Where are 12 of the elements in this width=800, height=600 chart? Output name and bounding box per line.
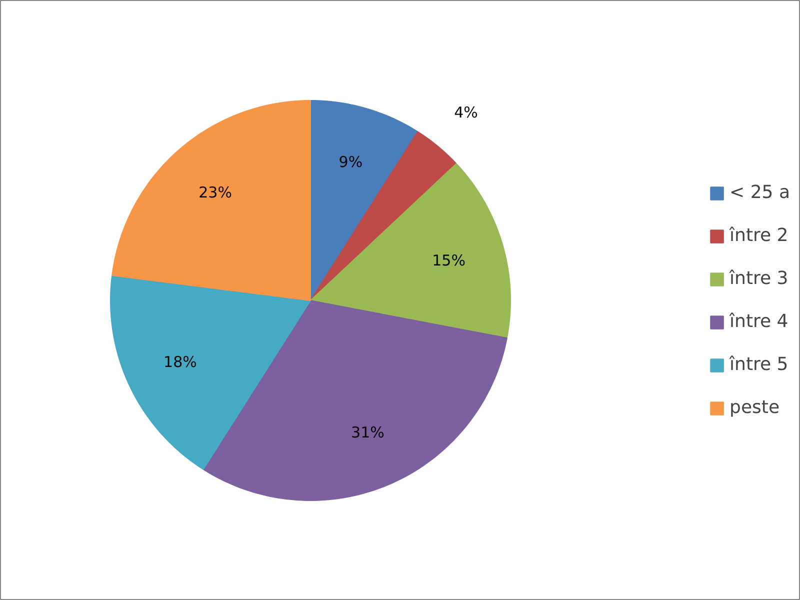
data-label: 31% [351, 424, 384, 442]
legend-label: între 3 [730, 268, 788, 289]
legend-label: < 25 a [730, 182, 790, 203]
legend-label: între 4 [730, 311, 788, 332]
legend-label: peste [730, 397, 780, 418]
data-label: 15% [432, 251, 466, 270]
data-label: 4% [454, 103, 478, 122]
data-label: 9% [338, 153, 363, 172]
legend-label: între 2 [730, 225, 788, 246]
legend-label: între 5 [730, 354, 788, 375]
data-label: 23% [198, 183, 232, 202]
data-label: 18% [164, 352, 197, 371]
